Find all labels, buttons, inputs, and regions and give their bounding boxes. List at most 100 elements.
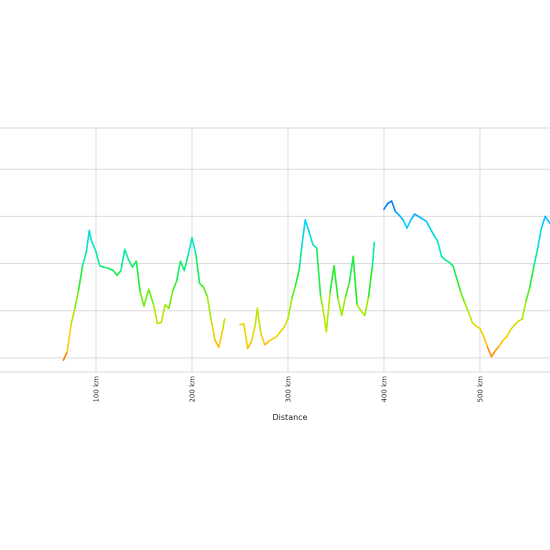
- elevation-line-piece: [544, 215, 550, 225]
- x-tick-label: 400 km: [380, 376, 388, 403]
- elevation-line-piece: [402, 219, 408, 229]
- x-axis-ticks: 100 km 200 km 300 km 400 km 500 km: [92, 376, 484, 403]
- elevation-line-piece: [340, 295, 347, 317]
- elevation-line-piece: [383, 202, 389, 211]
- elevation-line-piece: [95, 250, 101, 267]
- elevation-line-piece: [536, 227, 543, 251]
- elevation-line-piece: [168, 289, 174, 310]
- elevation-line-piece: [513, 320, 520, 326]
- elevation-line-piece: [260, 333, 266, 346]
- elevation-segment: [239, 219, 376, 350]
- elevation-line-piece: [195, 253, 201, 285]
- grid: [0, 127, 550, 373]
- elevation-line-piece: [206, 295, 212, 321]
- x-tick-label: 100 km: [92, 376, 100, 403]
- elevation-line-piece: [191, 236, 197, 255]
- elevation-line-piece: [218, 328, 224, 349]
- elevation-line-piece: [152, 304, 159, 325]
- elevation-line-piece: [363, 295, 370, 317]
- elevation-line-piece: [143, 288, 150, 307]
- elevation-line-piece: [112, 269, 118, 277]
- elevation-line-piece: [304, 219, 310, 233]
- elevation-line-piece: [179, 260, 186, 272]
- elevation-line-piece: [198, 282, 205, 288]
- elevation-line-piece: [243, 322, 249, 350]
- elevation-line-piece: [264, 340, 270, 346]
- elevation-line-piece: [294, 267, 301, 286]
- elevation-line-piece: [344, 281, 351, 298]
- elevation-line-piece: [433, 234, 439, 242]
- x-axis-title: Distance: [273, 413, 308, 422]
- x-tick-label: 500 km: [476, 376, 484, 403]
- elevation-line-piece: [256, 307, 262, 336]
- elevation-line-piece: [147, 288, 155, 306]
- elevation-line-piece: [348, 255, 355, 284]
- elevation-line-piece: [329, 265, 335, 293]
- elevation-line-piece: [410, 213, 416, 221]
- elevation-line-piece: [390, 200, 397, 213]
- elevation-line-piece: [275, 331, 282, 338]
- elevation-line-piece: [436, 240, 443, 258]
- elevation-line-piece: [135, 260, 141, 293]
- elevation-line-piece: [471, 321, 477, 327]
- elevation-line-piece: [509, 324, 516, 331]
- elevation-line-piece: [102, 266, 110, 270]
- elevation-line-piece: [333, 265, 339, 299]
- elevation-line-piece: [440, 255, 447, 261]
- elevation-line-piece: [406, 219, 412, 229]
- elevation-line-piece: [312, 243, 318, 250]
- elevation-line-piece: [171, 280, 178, 292]
- elevation-line-piece: [290, 283, 297, 300]
- elevation-line-piece: [66, 324, 72, 353]
- elevation-line-piece: [74, 288, 80, 310]
- elevation-line-piece: [70, 307, 76, 326]
- elevation-line-piece: [367, 265, 374, 298]
- elevation-segment: [62, 229, 226, 362]
- elevation-line-piece: [123, 248, 130, 261]
- elevation-line-piece: [279, 326, 285, 333]
- elevation-line-piece: [300, 219, 307, 251]
- elevation-line-piece: [463, 301, 470, 313]
- elevation-line-piece: [88, 229, 92, 241]
- elevation-line-piece: [540, 215, 547, 229]
- elevation-line-piece: [325, 291, 331, 333]
- elevation-line-piece: [456, 278, 462, 293]
- elevation-line-piece: [448, 261, 454, 267]
- elevation-line-piece: [319, 295, 324, 307]
- elevation-line-piece: [352, 255, 358, 306]
- elevation-line-piece: [394, 210, 401, 217]
- elevation-line-piece: [521, 300, 527, 320]
- elevation-line-piece: [315, 247, 322, 298]
- elevation-line-piece: [467, 311, 474, 324]
- elevation-line-piece: [452, 265, 458, 280]
- elevation-line-piece: [494, 345, 500, 352]
- elevation-line-piece: [529, 266, 535, 288]
- elevation-line-piece: [81, 250, 88, 267]
- elevation-line-piece: [298, 248, 303, 270]
- elevation-line-piece: [160, 304, 166, 324]
- elevation-line-piece: [486, 346, 493, 358]
- elevation-segment: [383, 200, 550, 358]
- elevation-line-piece: [221, 318, 226, 331]
- elevation-line-piece: [246, 340, 253, 350]
- elevation-line-piece: [62, 351, 68, 362]
- elevation-profile: [62, 200, 550, 362]
- elevation-line-piece: [116, 269, 122, 277]
- elevation-line-piece: [398, 214, 404, 221]
- elevation-line-piece: [283, 318, 289, 329]
- elevation-line-piece: [183, 254, 189, 272]
- elevation-line-piece: [525, 286, 531, 303]
- elevation-line-piece: [202, 286, 209, 298]
- x-tick-label: 300 km: [284, 376, 292, 403]
- elevation-line-piece: [127, 259, 134, 268]
- elevation-line-piece: [77, 265, 84, 291]
- elevation-line-piece: [139, 291, 145, 307]
- elevation-line-piece: [479, 327, 485, 338]
- elevation-line-piece: [287, 298, 293, 320]
- elevation-line-piece: [107, 267, 115, 272]
- elevation-line-piece: [532, 248, 539, 268]
- elevation-line-piece: [371, 241, 376, 267]
- elevation-line-piece: [210, 319, 216, 341]
- elevation-line-piece: [502, 335, 508, 341]
